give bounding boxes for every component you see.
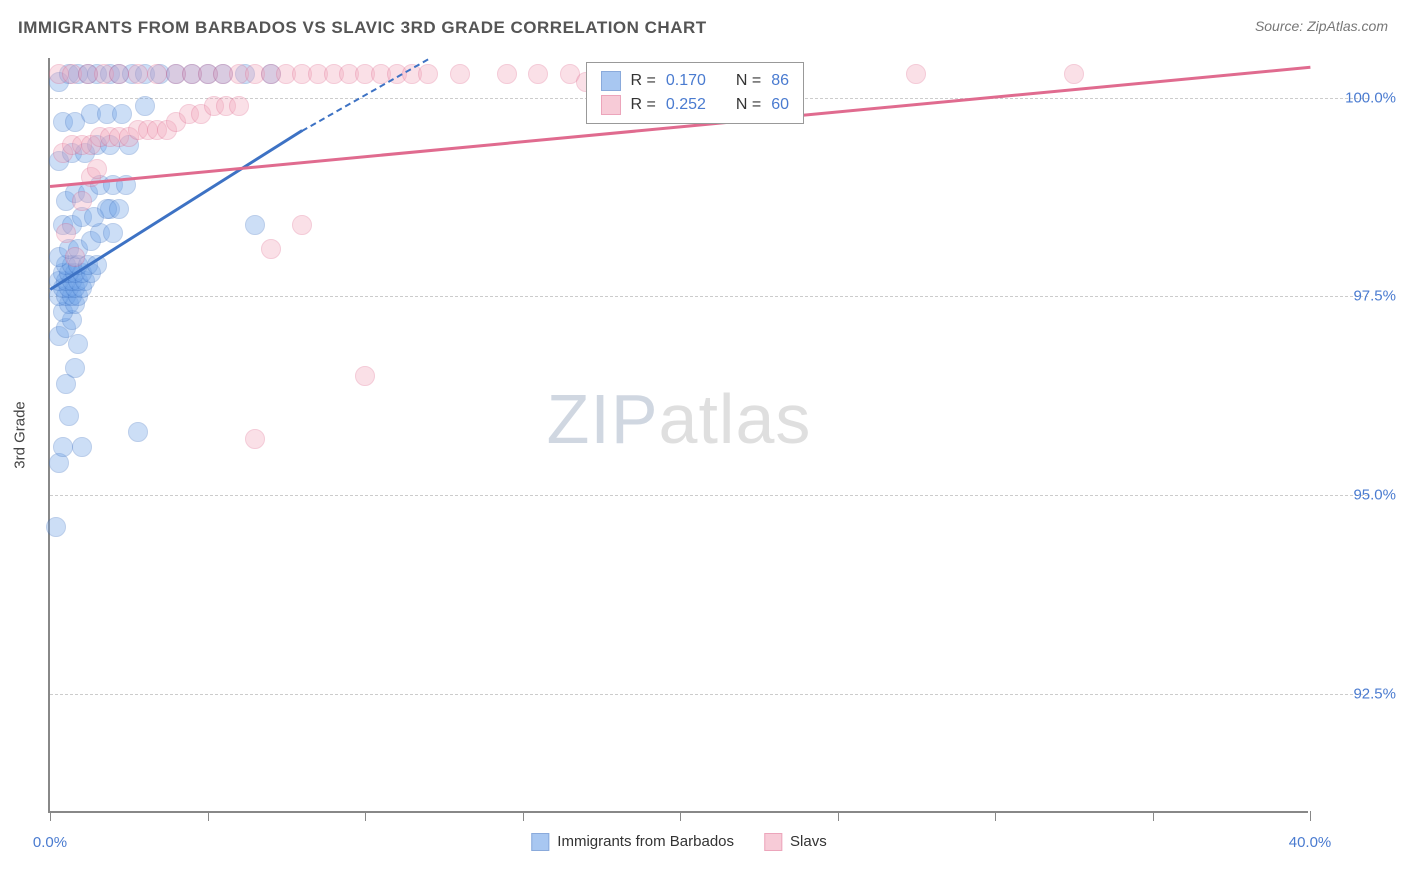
data-point-slavs — [450, 64, 470, 84]
data-point-barbados — [109, 199, 129, 219]
data-point-slavs — [229, 96, 249, 116]
stats-r-label: R = — [631, 96, 656, 114]
stats-r-label: R = — [631, 72, 656, 90]
data-point-barbados — [59, 406, 79, 426]
x-tick-label: 40.0% — [1289, 834, 1332, 851]
data-point-barbados — [53, 437, 73, 457]
watermark-zip: ZIP — [547, 380, 659, 458]
data-point-barbados — [46, 517, 66, 537]
data-point-slavs — [355, 366, 375, 386]
legend-swatch-slavs — [764, 833, 782, 851]
data-point-barbados — [245, 215, 265, 235]
data-point-slavs — [87, 159, 107, 179]
stats-swatch-slavs — [601, 95, 621, 115]
y-tick-label: 97.5% — [1316, 288, 1396, 305]
gridline-h — [50, 694, 1368, 695]
gridline-h — [50, 296, 1368, 297]
legend-swatch-barbados — [531, 833, 549, 851]
x-tick — [680, 811, 681, 821]
x-tick — [838, 811, 839, 821]
data-point-slavs — [128, 64, 148, 84]
legend-label-slavs: Slavs — [790, 833, 827, 850]
x-tick — [523, 811, 524, 821]
data-point-slavs — [906, 64, 926, 84]
watermark: ZIPatlas — [547, 379, 812, 459]
data-point-slavs — [109, 64, 129, 84]
data-point-slavs — [72, 191, 92, 211]
data-point-barbados — [103, 223, 123, 243]
x-tick — [1310, 811, 1311, 821]
legend-item-slavs: Slavs — [764, 833, 827, 851]
legend-label-barbados: Immigrants from Barbados — [557, 833, 734, 850]
data-point-slavs — [418, 64, 438, 84]
data-point-slavs — [261, 239, 281, 259]
x-tick — [208, 811, 209, 821]
source-name: ZipAtlas.com — [1307, 18, 1388, 34]
data-point-barbados — [135, 96, 155, 116]
data-point-barbados — [72, 437, 92, 457]
watermark-atlas: atlas — [659, 380, 812, 458]
stats-legend-row-barbados: R = 0.170 N = 86 — [601, 69, 790, 93]
y-tick-label: 100.0% — [1316, 89, 1396, 106]
data-point-barbados — [128, 422, 148, 442]
x-tick — [995, 811, 996, 821]
scatter-plot: 3rd Grade ZIPatlas Immigrants from Barba… — [48, 58, 1308, 813]
stats-n-label: N = — [736, 96, 761, 114]
y-tick-label: 95.0% — [1316, 487, 1396, 504]
stats-legend-row-slavs: R = 0.252 N = 60 — [601, 93, 790, 117]
data-point-barbados — [65, 358, 85, 378]
y-axis-title: 3rd Grade — [12, 401, 29, 469]
source-attribution: Source: ZipAtlas.com — [1255, 18, 1388, 34]
x-tick — [50, 811, 51, 821]
data-point-slavs — [528, 64, 548, 84]
data-point-barbados — [68, 334, 88, 354]
data-point-slavs — [56, 223, 76, 243]
data-point-slavs — [245, 429, 265, 449]
gridline-h — [50, 495, 1368, 496]
stats-n-value-slavs: 60 — [771, 96, 789, 114]
x-tick — [365, 811, 366, 821]
stats-n-label: N = — [736, 72, 761, 90]
stats-legend: R = 0.170 N = 86 R = 0.252 N = 60 — [586, 62, 805, 124]
stats-n-value-barbados: 86 — [771, 72, 789, 90]
x-tick — [1153, 811, 1154, 821]
data-point-slavs — [147, 64, 167, 84]
stats-r-value-slavs: 0.252 — [666, 96, 706, 114]
data-point-slavs — [1064, 64, 1084, 84]
data-point-slavs — [292, 215, 312, 235]
stats-swatch-barbados — [601, 71, 621, 91]
data-point-slavs — [65, 247, 85, 267]
data-point-barbados — [112, 104, 132, 124]
stats-r-value-barbados: 0.170 — [666, 72, 706, 90]
y-tick-label: 92.5% — [1316, 685, 1396, 702]
bottom-legend: Immigrants from Barbados Slavs — [531, 833, 826, 851]
legend-item-barbados: Immigrants from Barbados — [531, 833, 734, 851]
data-point-slavs — [497, 64, 517, 84]
source-label: Source: — [1255, 18, 1303, 34]
x-tick-label: 0.0% — [33, 834, 67, 851]
chart-title: IMMIGRANTS FROM BARBADOS VS SLAVIC 3RD G… — [18, 18, 707, 37]
